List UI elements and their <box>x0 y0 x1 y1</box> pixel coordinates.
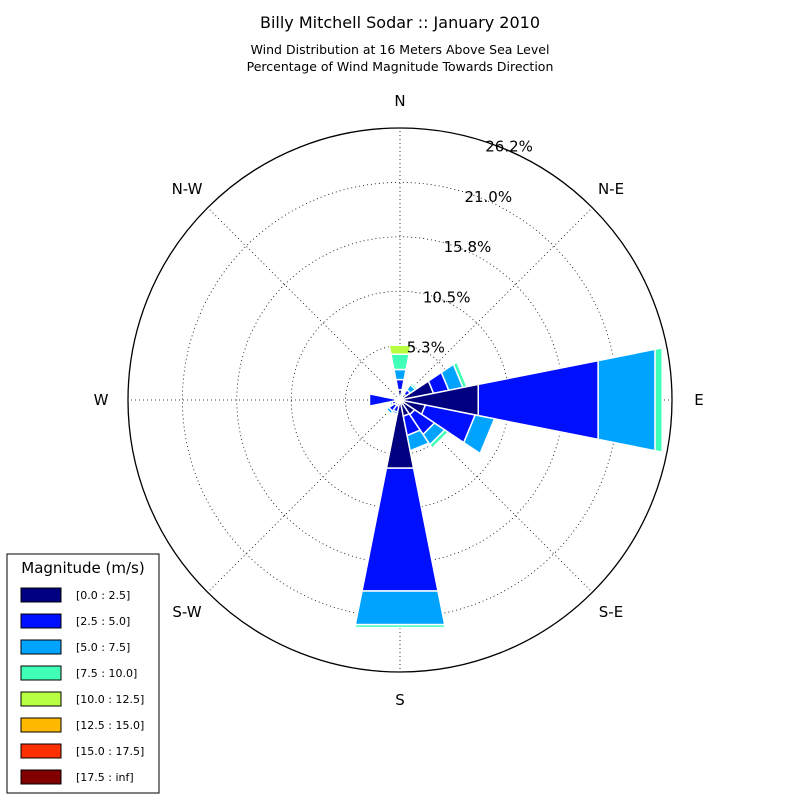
chart-subtitle-line-2: Percentage of Wind Magnitude Towards Dir… <box>247 59 554 74</box>
bar-sector-0-bin-1 <box>395 378 405 391</box>
ring-label-1: 5.3% <box>407 339 445 357</box>
direction-label-e: E <box>694 391 703 409</box>
legend-swatch-5 <box>20 691 62 707</box>
legend-label-7: [15.0 : 17.5] <box>76 745 144 758</box>
grid-spoke-8 <box>207 207 401 401</box>
direction-label-sw: S-W <box>172 603 201 621</box>
bar-sector-8-bin-1 <box>361 467 439 592</box>
legend-label-8: [17.5 : inf] <box>76 771 134 784</box>
bar-sector-6-bin-3 <box>428 428 450 450</box>
legend-swatch-4 <box>20 665 62 681</box>
bar-sector-0-bin-2 <box>393 368 407 381</box>
direction-label-ne: N-E <box>598 180 624 198</box>
legend-swatch-7 <box>20 743 62 759</box>
direction-label-se: S-E <box>599 603 623 621</box>
ring-label-4: 21.0% <box>464 188 512 206</box>
legend-label-1: [0.0 : 2.5] <box>76 589 130 602</box>
legend-swatch-8 <box>20 769 62 785</box>
legend-swatch-2 <box>20 613 62 629</box>
outer-frame <box>127 127 673 673</box>
bar-sector-4-bin-2 <box>597 348 656 452</box>
ring-label-5: 26.2% <box>485 138 533 156</box>
bar-sector-10-bin-3 <box>384 408 392 416</box>
legend-label-2: [2.5 : 5.0] <box>76 615 130 628</box>
legend-swatch-6 <box>20 717 62 733</box>
bar-sector-12-bin-1 <box>368 393 396 407</box>
legend-label-5: [10.0 : 12.5] <box>76 693 144 706</box>
direction-label-w: W <box>94 391 109 409</box>
direction-label-nw: N-W <box>172 180 203 198</box>
ring-label-2: 10.5% <box>423 288 471 306</box>
legend-swatch-1 <box>20 587 62 603</box>
bar-sector-4-bin-3 <box>654 346 663 454</box>
grid-spoke-2 <box>399 207 593 401</box>
direction-label-s: S <box>395 691 405 709</box>
direction-label-n: N <box>394 92 405 110</box>
bar-sector-15-bin-1 <box>397 395 401 400</box>
legend-swatch-3 <box>20 639 62 655</box>
ring-label-3: 15.8% <box>444 238 492 256</box>
bar-sector-5-bin-2 <box>462 414 496 455</box>
grid-spoke-6 <box>207 399 401 593</box>
bar-sector-8-bin-3 <box>353 623 447 629</box>
wind-bars <box>353 344 663 629</box>
legend-entries: [0.0 : 2.5] [2.5 : 5.0] [5.0 : 7.5] [7.5 : … <box>20 587 144 785</box>
ring-labels: 5.3% 10.5% 15.8% 21.0% 26.2% <box>407 138 533 357</box>
chart-title: Billy Mitchell Sodar :: January 2010 <box>260 13 540 32</box>
legend-title: Magnitude (m/s) <box>21 559 144 577</box>
bar-sector-0-bin-4 <box>388 344 412 356</box>
grid-spoke-4 <box>399 399 593 593</box>
bar-sector-4-bin-1 <box>477 359 599 441</box>
chart-subtitle-line-1: Wind Distribution at 16 Meters Above Sea… <box>251 42 550 57</box>
legend-label-6: [12.5 : 15.0] <box>76 719 144 732</box>
legend: Magnitude (m/s) [0.0 : 2.5] [2.5 : 5.0] [5… <box>6 553 160 794</box>
bar-sector-8-bin-2 <box>354 590 446 626</box>
legend-label-3: [5.0 : 7.5] <box>76 641 130 654</box>
legend-label-4: [7.5 : 10.0] <box>76 667 137 680</box>
